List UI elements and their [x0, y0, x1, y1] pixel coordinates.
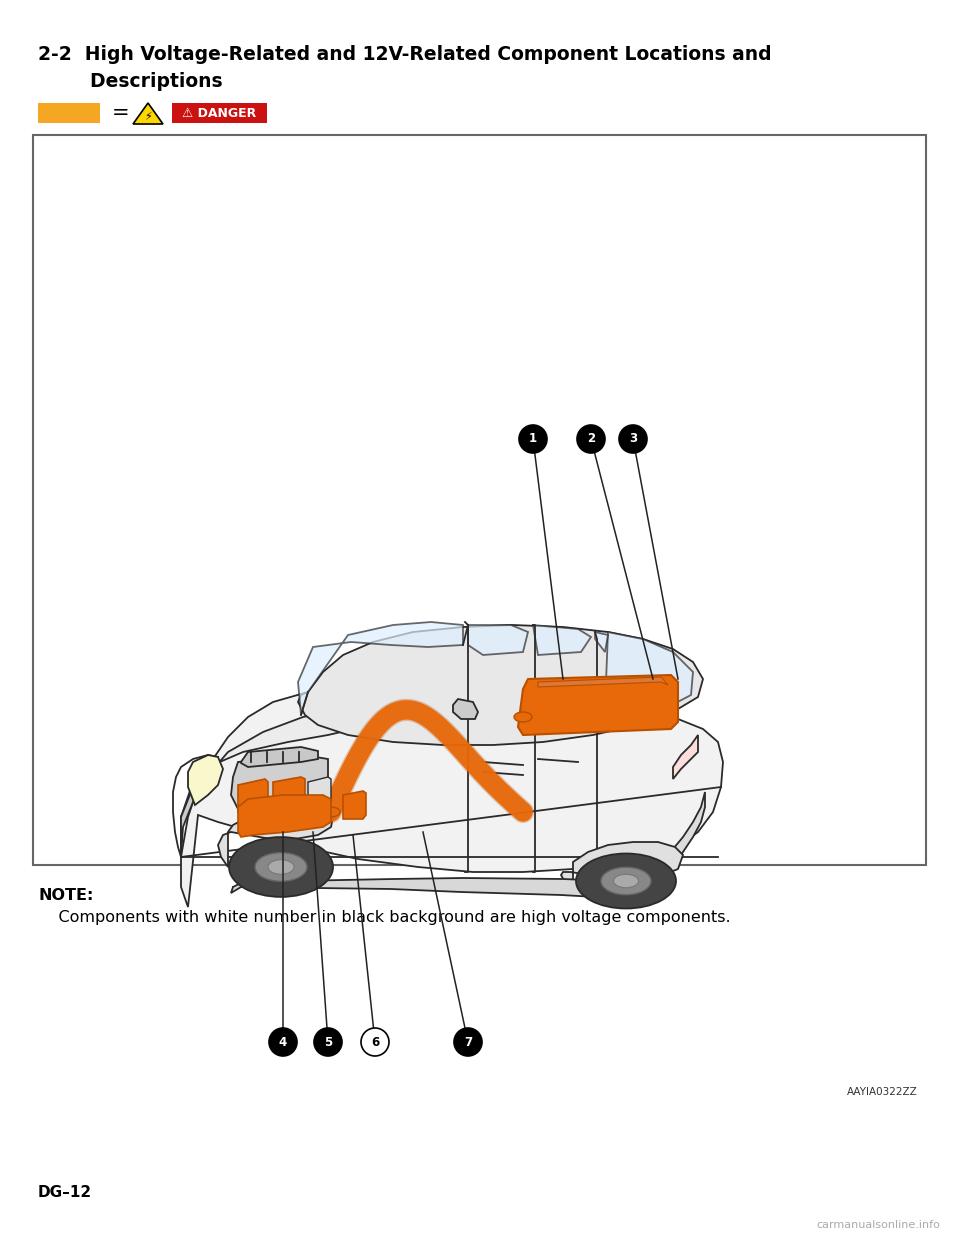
Polygon shape	[188, 755, 223, 805]
Text: 1: 1	[529, 432, 537, 446]
Ellipse shape	[577, 425, 605, 453]
Ellipse shape	[229, 837, 333, 897]
Text: 4: 4	[278, 1036, 287, 1048]
Polygon shape	[181, 758, 218, 857]
Text: Descriptions: Descriptions	[38, 72, 223, 91]
Polygon shape	[238, 779, 268, 812]
Text: 2-2  High Voltage-Related and 12V-Related Component Locations and: 2-2 High Voltage-Related and 12V-Related…	[38, 45, 772, 65]
Bar	[38, 103, 100, 123]
Text: 5: 5	[324, 1036, 332, 1048]
Polygon shape	[238, 795, 331, 837]
Polygon shape	[231, 755, 328, 809]
Polygon shape	[308, 777, 331, 805]
Ellipse shape	[361, 1028, 389, 1056]
Polygon shape	[273, 777, 305, 809]
Ellipse shape	[268, 859, 294, 874]
Text: carmanualsonline.info: carmanualsonline.info	[816, 1220, 940, 1230]
Polygon shape	[298, 622, 463, 715]
Polygon shape	[468, 625, 528, 655]
Ellipse shape	[613, 874, 638, 888]
Polygon shape	[518, 674, 678, 735]
Bar	[33, 135, 926, 864]
Polygon shape	[673, 792, 705, 864]
Ellipse shape	[269, 1028, 297, 1056]
Text: ⚠ DANGER: ⚠ DANGER	[181, 107, 256, 119]
Text: 6: 6	[371, 1036, 379, 1048]
Ellipse shape	[519, 425, 547, 453]
Text: ⚡: ⚡	[144, 112, 152, 122]
Ellipse shape	[314, 1028, 342, 1056]
Polygon shape	[298, 625, 703, 745]
Text: 3: 3	[629, 432, 637, 446]
Ellipse shape	[619, 425, 647, 453]
Polygon shape	[241, 746, 318, 768]
Text: =: =	[112, 103, 130, 123]
Bar	[172, 103, 267, 123]
Polygon shape	[218, 809, 333, 867]
Polygon shape	[343, 791, 366, 818]
Polygon shape	[181, 686, 723, 907]
Ellipse shape	[514, 712, 532, 722]
Polygon shape	[605, 632, 693, 715]
Polygon shape	[533, 625, 591, 655]
Ellipse shape	[255, 853, 307, 882]
Text: 2: 2	[587, 432, 595, 446]
Text: NOTE:: NOTE:	[38, 888, 93, 903]
Polygon shape	[538, 677, 668, 687]
Polygon shape	[595, 632, 608, 652]
Ellipse shape	[322, 807, 340, 817]
Polygon shape	[453, 699, 478, 719]
Polygon shape	[181, 705, 393, 857]
Text: Components with white number in black background are high voltage components.: Components with white number in black ba…	[38, 910, 731, 925]
Ellipse shape	[601, 867, 651, 894]
Text: DG–12: DG–12	[38, 1185, 92, 1200]
Text: AAYIA0322ZZ: AAYIA0322ZZ	[848, 1087, 918, 1097]
Text: 7: 7	[464, 1036, 472, 1048]
Polygon shape	[673, 735, 698, 779]
Polygon shape	[561, 842, 683, 887]
Polygon shape	[231, 878, 663, 899]
Ellipse shape	[454, 1028, 482, 1056]
Polygon shape	[133, 103, 163, 124]
Ellipse shape	[576, 853, 676, 908]
